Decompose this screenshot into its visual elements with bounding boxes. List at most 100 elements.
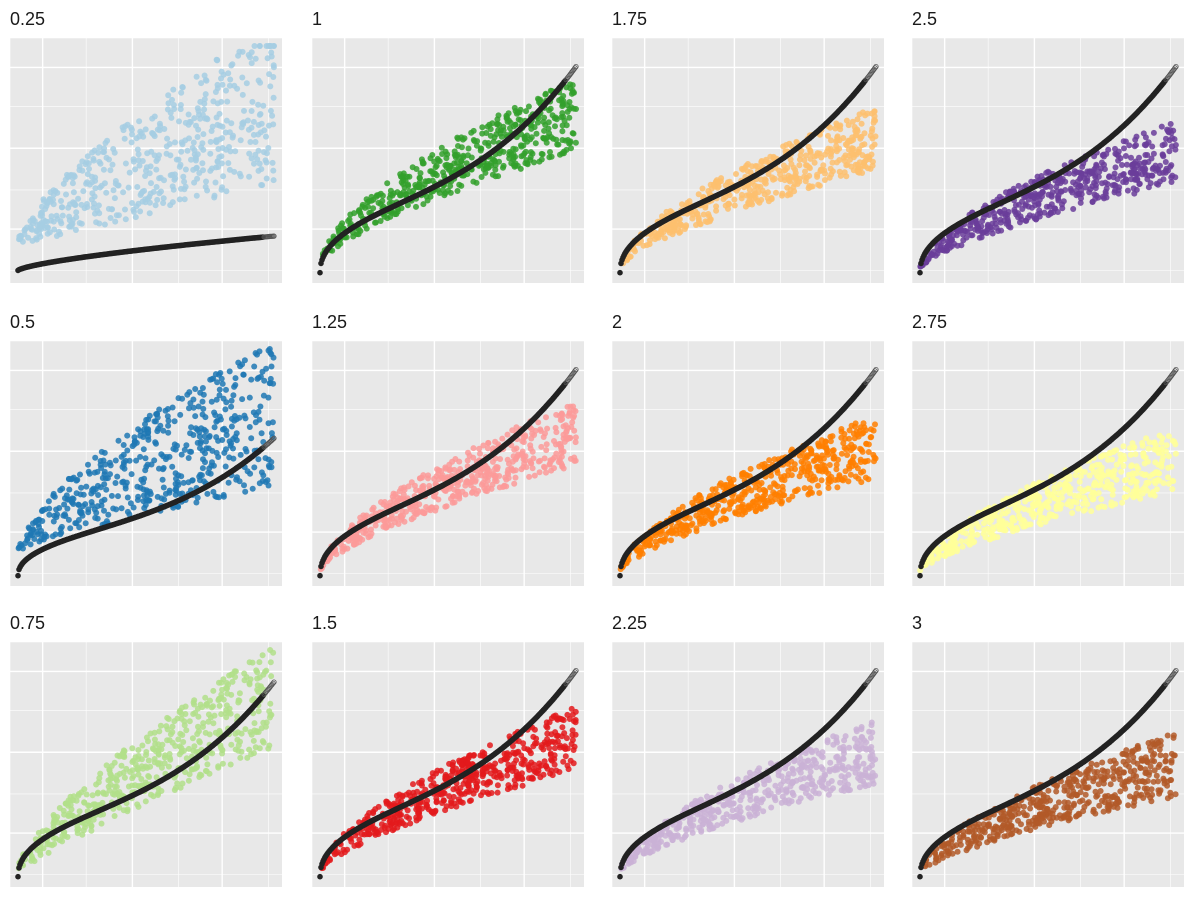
- scatter-point: [41, 534, 47, 540]
- scatter-point: [36, 517, 42, 523]
- scatter-point: [372, 220, 378, 226]
- scatter-point: [217, 387, 223, 393]
- scatter-point: [405, 807, 411, 813]
- scatter-point: [226, 480, 232, 486]
- facet-plot-area: [312, 341, 584, 586]
- scatter-point: [455, 152, 461, 158]
- scatter-point: [404, 814, 410, 820]
- scatter-point: [79, 168, 85, 174]
- scatter-point: [214, 115, 220, 121]
- scatter-point: [234, 437, 240, 443]
- scatter-point: [69, 806, 75, 812]
- scatter-point: [425, 472, 431, 478]
- scatter-point: [212, 713, 218, 719]
- scatter-point: [255, 102, 261, 108]
- scatter-point: [444, 151, 450, 157]
- scatter-point: [197, 434, 203, 440]
- scatter-point: [228, 63, 234, 69]
- scatter-point: [440, 169, 446, 175]
- scatter-point: [248, 435, 254, 441]
- scatter-point: [537, 458, 543, 464]
- scatter-point: [225, 70, 231, 76]
- scatter-point: [473, 781, 479, 787]
- facet-plot-area: [312, 642, 584, 887]
- scatter-point: [548, 468, 554, 474]
- scatter-point: [170, 724, 176, 730]
- scatter-point: [506, 475, 512, 481]
- scatter-point: [200, 131, 206, 137]
- scatter-point: [256, 78, 262, 84]
- scatter-point: [229, 398, 235, 404]
- scatter-point: [107, 167, 113, 173]
- scatter-point: [250, 486, 256, 492]
- scatter-point: [559, 412, 565, 418]
- scatter-point: [187, 430, 193, 436]
- scatter-point: [84, 792, 90, 798]
- scatter-point: [179, 716, 185, 722]
- scatter-point: [543, 447, 549, 453]
- scatter-point: [155, 127, 161, 133]
- scatter-point: [556, 769, 562, 775]
- scatter-point: [154, 428, 160, 434]
- scatter-point: [145, 426, 151, 432]
- scatter-point: [561, 149, 567, 155]
- scatter-point: [485, 140, 491, 146]
- scatter-point: [235, 748, 241, 754]
- scatter-point: [213, 371, 219, 377]
- scatter-point: [502, 751, 508, 757]
- scatter-point: [197, 99, 203, 105]
- scatter-point: [147, 764, 153, 770]
- scatter-point: [482, 476, 488, 482]
- scatter-point: [200, 720, 206, 726]
- scatter-point: [573, 439, 579, 445]
- scatter-point: [443, 772, 449, 778]
- scatter-point: [265, 55, 271, 61]
- facet-panel-1.25: 1.25: [312, 311, 602, 601]
- scatter-point: [561, 717, 567, 723]
- scatter-point: [148, 491, 154, 497]
- scatter-point: [356, 208, 362, 214]
- scatter-point: [113, 480, 119, 486]
- scatter-point: [382, 825, 388, 831]
- scatter-point: [567, 411, 573, 417]
- scatter-point: [129, 139, 135, 145]
- scatter-point: [219, 160, 225, 166]
- scatter-point: [392, 211, 398, 217]
- scatter-point: [65, 834, 71, 840]
- scatter-point: [185, 148, 191, 154]
- scatter-point: [215, 85, 221, 91]
- scatter-point: [101, 167, 107, 173]
- scatter-point: [491, 139, 497, 145]
- scatter-point: [544, 731, 550, 737]
- scatter-point: [256, 708, 262, 714]
- scatter-point: [567, 85, 573, 91]
- scatter-point: [237, 690, 243, 696]
- scatter-point: [844, 118, 850, 124]
- scatter-point: [74, 798, 80, 804]
- scatter-point: [550, 739, 556, 745]
- scatter-point: [112, 150, 118, 156]
- scatter-point: [485, 445, 491, 451]
- scatter-point: [211, 463, 217, 469]
- scatter-point: [135, 756, 141, 762]
- scatter-point: [206, 712, 212, 718]
- scatter-point: [419, 778, 425, 784]
- scatter-point: [123, 161, 129, 167]
- scatter-point: [532, 727, 538, 733]
- scatter-point: [153, 167, 159, 173]
- scatter-point: [543, 414, 549, 420]
- scatter-point: [251, 464, 257, 470]
- scatter-point: [162, 752, 168, 758]
- scatter-point: [70, 813, 76, 819]
- scatter-point: [537, 426, 543, 432]
- scatter-point: [143, 455, 149, 461]
- scatter-point: [45, 231, 51, 237]
- scatter-point: [220, 145, 226, 151]
- scatter-point: [552, 123, 558, 129]
- scatter-point: [102, 222, 108, 228]
- scatter-point: [559, 128, 565, 134]
- scatter-point: [210, 688, 216, 694]
- scatter-point: [199, 140, 205, 146]
- scatter-point: [255, 456, 261, 462]
- scatter-point: [114, 784, 120, 790]
